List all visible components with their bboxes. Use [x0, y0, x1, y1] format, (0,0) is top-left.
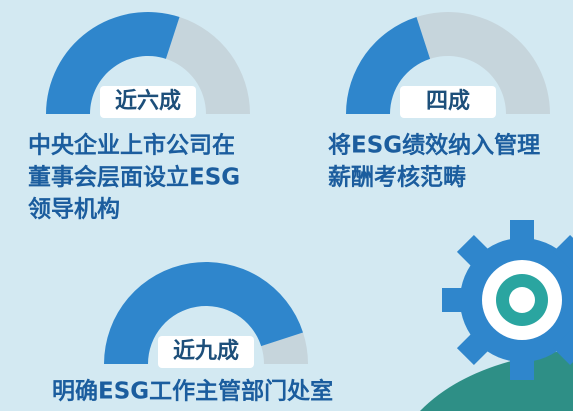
- description: 领导机构: [28, 196, 120, 223]
- description: 董事会层面设立ESG: [28, 164, 240, 191]
- description: 将ESG绩效纳入管理: [328, 132, 540, 159]
- gauge-track: [416, 11, 550, 114]
- gauge-label: 四成: [426, 89, 470, 114]
- gauge-fill: [346, 16, 431, 115]
- description: 薪酬考核范畴: [328, 164, 466, 191]
- gauge-label: 近六成: [115, 88, 181, 114]
- label-box: [100, 86, 196, 118]
- gear-decoration: [420, 220, 573, 411]
- label-box: [400, 86, 496, 118]
- description: 中央企业上市公司在: [28, 132, 235, 159]
- gauge-fill: [104, 262, 304, 364]
- gauge-track: [165, 16, 250, 115]
- gauge-track: [261, 332, 308, 364]
- gauge-label: 近九成: [173, 338, 239, 364]
- label-box: [158, 336, 254, 368]
- gauge-fill: [46, 12, 180, 114]
- description: 明确ESG工作主管部门处室: [52, 378, 333, 405]
